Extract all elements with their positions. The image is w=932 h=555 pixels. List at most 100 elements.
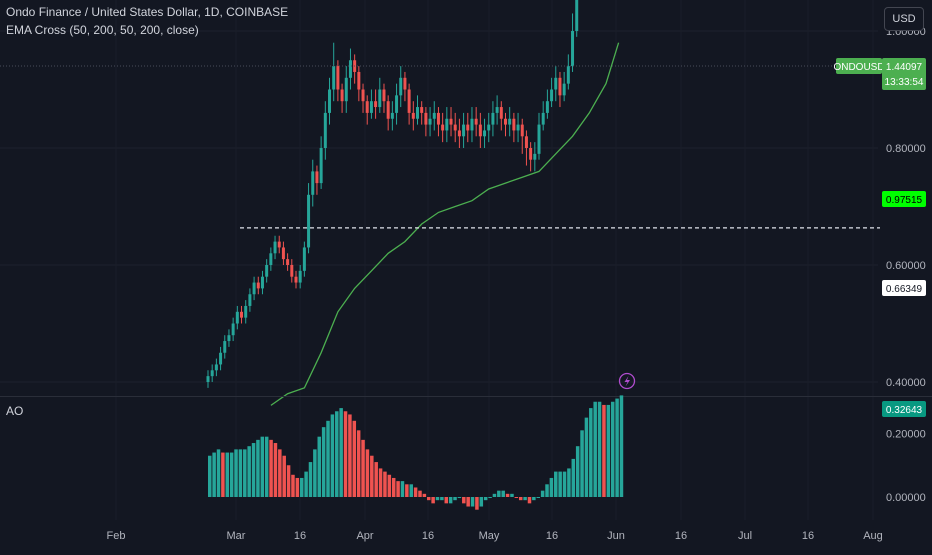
- candle: [541, 101, 545, 131]
- ao-bar: [549, 477, 554, 497]
- currency-button[interactable]: USD: [884, 7, 924, 31]
- ao-bar: [571, 458, 576, 497]
- candle: [235, 305, 239, 330]
- ao-bar: [540, 490, 545, 497]
- ao-value: 0.32643: [886, 405, 923, 416]
- ao-bar: [326, 420, 330, 497]
- ao-bar: [492, 493, 497, 497]
- ao-bar: [225, 452, 230, 497]
- ao-bar: [304, 471, 308, 497]
- candle: [294, 270, 298, 289]
- candle: [256, 276, 260, 295]
- ao-bar: [431, 497, 435, 504]
- ao-bar: [396, 481, 400, 497]
- ao-bar: [466, 497, 470, 507]
- ao-bar: [321, 427, 326, 497]
- ao-tick-label: 0.20000: [886, 429, 926, 441]
- candle: [512, 112, 516, 143]
- candle: [298, 265, 302, 289]
- candle: [223, 335, 227, 359]
- candle: [323, 101, 327, 160]
- candle: [424, 107, 428, 137]
- time-tick-label: 16: [422, 530, 434, 542]
- ema-value: 0.97515: [886, 195, 923, 206]
- candle: [390, 101, 394, 131]
- ao-bar: [427, 497, 431, 501]
- candle: [571, 13, 575, 72]
- ao-bar: [234, 449, 238, 497]
- candle: [206, 370, 210, 388]
- candle: [219, 346, 223, 371]
- time-axis[interactable]: Feb Mar 16 Apr 16 May 16 Jun 16 Jul 16 Aug: [107, 530, 883, 542]
- candle: [462, 112, 466, 148]
- time-tick-label: Aug: [863, 530, 883, 542]
- indicator-legend[interactable]: EMA Cross (50, 200, 50, 200, close): [6, 23, 199, 37]
- last-price-badge: 1.44097 13:33:54: [882, 58, 926, 90]
- ao-bar: [317, 436, 321, 497]
- ao-bar: [523, 497, 527, 501]
- line-value: 0.66349: [886, 284, 923, 295]
- candle: [487, 112, 491, 143]
- ao-bar: [518, 497, 523, 501]
- ao-bar: [251, 443, 256, 497]
- candle: [290, 259, 294, 283]
- candle: [575, 0, 579, 37]
- candle: [533, 142, 537, 172]
- ao-bar: [593, 401, 597, 497]
- ao-bar: [497, 490, 501, 497]
- candle: [302, 241, 306, 277]
- ao-bar: [247, 446, 251, 497]
- candle: [319, 136, 323, 189]
- candle: [445, 107, 449, 143]
- candle: [374, 89, 378, 119]
- candle: [307, 183, 311, 254]
- candle: [340, 83, 344, 113]
- candle: [474, 107, 478, 137]
- ao-bar: [370, 455, 374, 497]
- candle: [361, 83, 365, 113]
- ao-bar: [278, 449, 282, 497]
- ao-bar: [343, 411, 348, 497]
- ao-bar: [387, 474, 392, 497]
- ao-bar: [510, 493, 514, 497]
- ao-bar: [348, 414, 352, 497]
- candle: [550, 77, 554, 108]
- ao-bar: [562, 471, 567, 497]
- ao-bar: [527, 497, 532, 504]
- candle: [348, 48, 352, 90]
- ao-bar: [418, 490, 422, 497]
- candle: [386, 95, 390, 131]
- grid-lines: [0, 30, 878, 383]
- ao-bar: [483, 497, 488, 501]
- ao-bar: [256, 439, 260, 497]
- candle: [269, 247, 273, 271]
- ao-tick-label: 0.00000: [886, 492, 926, 504]
- candle: [529, 142, 533, 172]
- ao-bar: [422, 493, 427, 497]
- candle: [428, 107, 432, 137]
- candle: [566, 54, 570, 90]
- ao-bar: [243, 449, 247, 497]
- ao-bar: [545, 484, 549, 497]
- candle: [210, 364, 214, 382]
- ao-bar: [589, 408, 593, 497]
- candle: [520, 118, 524, 154]
- price-tick-label: 0.40000: [886, 377, 926, 389]
- lightning-icon[interactable]: [618, 372, 636, 390]
- ao-bar: [580, 430, 584, 497]
- ao-legend[interactable]: AO: [6, 404, 24, 418]
- ao-bar: [575, 446, 580, 497]
- candle: [260, 270, 264, 295]
- candle: [470, 107, 474, 143]
- ao-bar: [488, 497, 492, 498]
- ao-bar: [457, 497, 462, 498]
- candle: [395, 83, 399, 125]
- ao-bar: [269, 439, 273, 497]
- ao-bar: [299, 477, 304, 497]
- ao-bar: [505, 493, 510, 497]
- time-tick-label: Apr: [356, 530, 373, 542]
- candle: [432, 101, 436, 131]
- candle: [499, 101, 503, 131]
